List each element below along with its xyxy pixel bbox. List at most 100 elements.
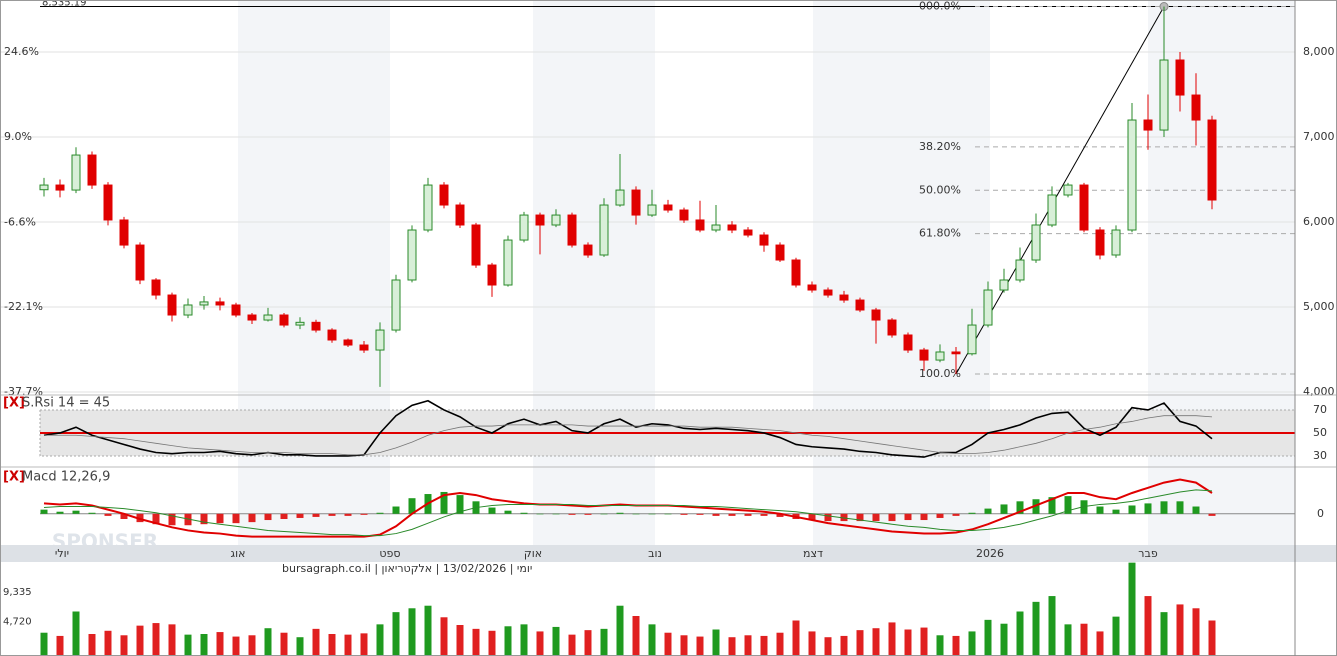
candle-body bbox=[711, 224, 721, 231]
candle-body bbox=[135, 244, 145, 281]
volume-bar bbox=[232, 636, 240, 656]
candle-body bbox=[1015, 259, 1025, 281]
y-tick-label: 70 bbox=[1313, 403, 1327, 416]
x-tick-label: 2026 bbox=[976, 547, 1004, 560]
candle-body bbox=[647, 204, 657, 216]
histogram-bar bbox=[200, 513, 208, 525]
volume-bar bbox=[136, 625, 144, 656]
volume-bar bbox=[712, 629, 720, 656]
candle-body bbox=[999, 279, 1009, 291]
y-tick-label: 30 bbox=[1313, 449, 1327, 462]
fib-label: 000.0% bbox=[919, 0, 961, 13]
volume-bar bbox=[1048, 596, 1056, 656]
candle-body bbox=[727, 224, 737, 231]
panel-title: יומי | 13/02/2026 | אלקטריאון | bursagra… bbox=[282, 562, 532, 575]
candle-body bbox=[631, 189, 641, 216]
histogram-bar bbox=[248, 513, 256, 523]
y2-tick-label: -6.6% bbox=[4, 215, 36, 228]
histogram-bar bbox=[840, 513, 848, 522]
histogram-bar bbox=[392, 506, 400, 514]
candle-body bbox=[919, 349, 929, 361]
candle-body bbox=[231, 304, 241, 316]
candle-body bbox=[487, 264, 497, 286]
histogram-bar bbox=[728, 513, 736, 516]
histogram-bar bbox=[824, 513, 832, 522]
volume-bar bbox=[216, 632, 224, 656]
candle-body bbox=[855, 299, 865, 311]
candle-body bbox=[1031, 224, 1041, 261]
candle-body bbox=[1207, 119, 1217, 201]
volume-bar bbox=[760, 635, 768, 656]
histogram-bar bbox=[184, 513, 192, 526]
candle-body bbox=[759, 234, 769, 246]
volume-bar bbox=[424, 605, 432, 656]
volume-bar bbox=[312, 628, 320, 656]
histogram-bar bbox=[1080, 500, 1088, 514]
histogram-bar bbox=[72, 510, 80, 514]
volume-bar bbox=[1176, 604, 1184, 656]
histogram-bar bbox=[648, 513, 656, 515]
histogram-bar bbox=[1160, 501, 1168, 514]
volume-bar bbox=[648, 624, 656, 656]
y-tick-label: 6,000 bbox=[1303, 215, 1335, 228]
volume-bar bbox=[104, 630, 112, 656]
candle-body bbox=[87, 154, 97, 186]
histogram-bar bbox=[216, 513, 224, 524]
band bbox=[813, 0, 990, 545]
candle-body bbox=[55, 184, 65, 191]
volume-bar bbox=[1016, 611, 1024, 656]
volume-bar bbox=[360, 633, 368, 656]
candle-body bbox=[519, 214, 529, 241]
volume-bar bbox=[248, 635, 256, 656]
volume-bar bbox=[152, 623, 160, 656]
candle-body bbox=[1063, 184, 1073, 196]
volume-bar bbox=[88, 634, 96, 656]
close-button[interactable]: [X] bbox=[3, 396, 25, 411]
candle-body bbox=[887, 319, 897, 336]
histogram-bar bbox=[920, 513, 928, 521]
candle-body bbox=[1143, 119, 1153, 131]
y-tick-label: 0 bbox=[1317, 507, 1324, 520]
volume-bar bbox=[200, 634, 208, 656]
candle-body bbox=[279, 314, 289, 326]
volume-bar bbox=[776, 632, 784, 656]
high-label: 8,535.19 bbox=[42, 0, 87, 9]
volume-bar bbox=[56, 635, 64, 656]
candle-body bbox=[983, 289, 993, 326]
candle-body bbox=[247, 314, 257, 321]
fib-label: 50.00% bbox=[919, 183, 961, 196]
histogram-bar bbox=[536, 513, 544, 515]
volume-bar bbox=[1112, 616, 1120, 656]
candle-body bbox=[615, 189, 625, 206]
histogram-bar bbox=[440, 491, 448, 514]
volume-bar bbox=[968, 631, 976, 656]
histogram-bar bbox=[376, 512, 384, 514]
volume-bar bbox=[392, 612, 400, 656]
volume-bar bbox=[408, 608, 416, 656]
candle-body bbox=[775, 244, 785, 261]
volume-bar bbox=[296, 637, 304, 656]
candle-body bbox=[1047, 194, 1057, 226]
candle-body bbox=[1079, 184, 1089, 231]
close-button[interactable]: [X] bbox=[3, 470, 25, 485]
x-tick-label: אוק bbox=[524, 547, 542, 560]
volume-bar bbox=[600, 628, 608, 656]
candle-body bbox=[151, 279, 161, 296]
candle-body bbox=[327, 329, 337, 341]
volume-bar bbox=[72, 611, 80, 656]
candle-body bbox=[359, 344, 369, 351]
band bbox=[238, 0, 390, 545]
volume-bar bbox=[1208, 620, 1216, 656]
volume-bar bbox=[664, 632, 672, 656]
histogram-bar bbox=[312, 513, 320, 517]
candle-body bbox=[39, 184, 49, 191]
histogram-bar bbox=[344, 513, 352, 516]
band bbox=[533, 0, 655, 545]
y-tick-label: 8,000 bbox=[1303, 45, 1335, 58]
histogram-bar bbox=[56, 511, 64, 514]
volume-bar bbox=[904, 629, 912, 656]
volume-bar bbox=[568, 634, 576, 656]
histogram-bar bbox=[936, 513, 944, 518]
volume-bar bbox=[1096, 631, 1104, 656]
